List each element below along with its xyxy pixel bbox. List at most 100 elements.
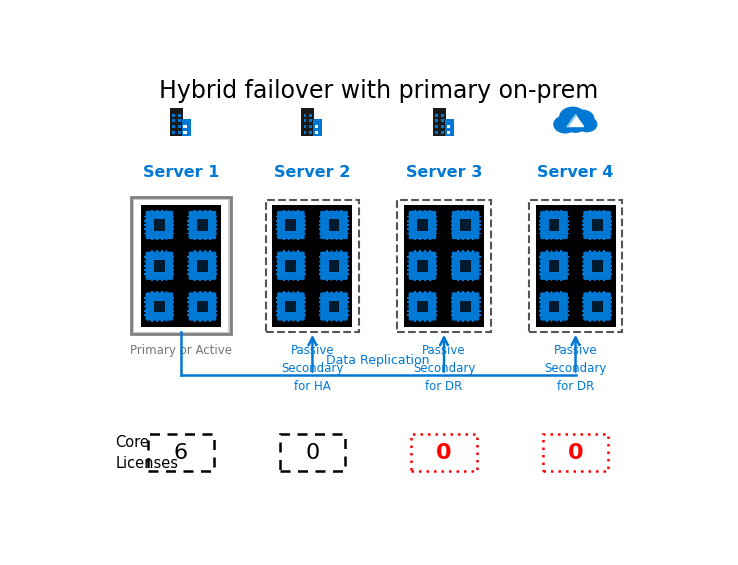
Bar [546, 279, 548, 281]
Bar [450, 269, 453, 271]
Bar [582, 220, 585, 221]
Bar [171, 257, 174, 258]
Bar [460, 260, 471, 272]
Bar [566, 273, 569, 275]
Bar [417, 260, 428, 272]
Bar [303, 265, 306, 267]
Bar [407, 224, 410, 226]
Bar [472, 291, 474, 294]
FancyBboxPatch shape [277, 211, 305, 239]
Bar [303, 215, 306, 218]
Bar [609, 269, 612, 271]
Bar [297, 250, 299, 253]
Bar [215, 260, 218, 262]
Bar [599, 238, 600, 241]
Bar [594, 250, 596, 253]
Bar [556, 238, 557, 241]
Bar [419, 238, 421, 241]
Bar [328, 301, 339, 312]
Bar [283, 250, 285, 253]
Bar [414, 210, 416, 212]
Bar [407, 260, 410, 262]
Bar [292, 238, 294, 241]
Bar [433, 108, 446, 136]
Bar [346, 215, 349, 218]
Bar [166, 250, 168, 253]
Bar [582, 228, 585, 230]
Bar [315, 125, 319, 128]
Bar [319, 233, 322, 234]
Bar [292, 291, 294, 294]
Bar [539, 260, 542, 262]
Bar [288, 279, 289, 281]
Bar [539, 265, 542, 267]
Bar [301, 108, 314, 136]
Bar [288, 319, 289, 322]
Bar [450, 257, 453, 258]
Text: Passive
Secondary
for DR: Passive Secondary for DR [545, 344, 607, 393]
Bar [171, 301, 174, 303]
Bar [187, 269, 190, 271]
Bar [599, 319, 600, 322]
Bar [326, 291, 328, 294]
Bar [472, 238, 474, 241]
Bar [450, 306, 453, 307]
Bar [435, 224, 438, 226]
Bar [424, 279, 426, 281]
Bar [446, 131, 450, 134]
Bar [303, 257, 306, 258]
Bar [609, 310, 612, 312]
Bar [582, 224, 585, 226]
Bar [450, 310, 453, 312]
Bar [566, 224, 569, 226]
Bar [187, 215, 190, 218]
Bar [539, 257, 542, 258]
Bar [303, 114, 306, 117]
Bar [156, 250, 158, 253]
Bar [435, 131, 438, 134]
Bar [194, 238, 196, 241]
FancyBboxPatch shape [452, 251, 480, 280]
Circle shape [570, 110, 594, 128]
Bar [435, 301, 438, 303]
Bar [145, 215, 148, 218]
Bar [450, 215, 453, 218]
Bar [215, 257, 218, 258]
Bar [592, 301, 602, 312]
Bar [458, 250, 459, 253]
Bar [477, 310, 480, 312]
Text: Server 4: Server 4 [537, 165, 614, 180]
Bar [551, 279, 553, 281]
Bar [199, 250, 201, 253]
Bar [319, 314, 322, 316]
Bar [609, 297, 612, 299]
Text: 0: 0 [568, 443, 583, 463]
Text: Data Replication: Data Replication [326, 354, 430, 367]
Bar [346, 301, 349, 303]
Bar [303, 224, 306, 226]
Bar [145, 228, 148, 230]
Bar [560, 250, 562, 253]
Text: Core
Licenses: Core Licenses [115, 435, 178, 471]
Bar [266, 199, 359, 332]
Bar [458, 238, 459, 241]
Bar [609, 257, 612, 258]
Bar [292, 319, 294, 322]
Bar [445, 119, 454, 136]
Bar [411, 434, 477, 471]
Bar [609, 233, 612, 234]
Bar [450, 297, 453, 299]
Bar [336, 319, 337, 322]
Bar [166, 210, 168, 212]
Bar [566, 215, 569, 218]
Bar [171, 306, 174, 307]
Bar [340, 319, 342, 322]
Bar [319, 260, 322, 262]
Bar [151, 319, 153, 322]
Bar [319, 310, 322, 312]
Bar [272, 205, 353, 327]
Bar [171, 314, 174, 316]
Bar [303, 228, 306, 230]
Bar [477, 228, 480, 230]
Bar [303, 125, 306, 128]
